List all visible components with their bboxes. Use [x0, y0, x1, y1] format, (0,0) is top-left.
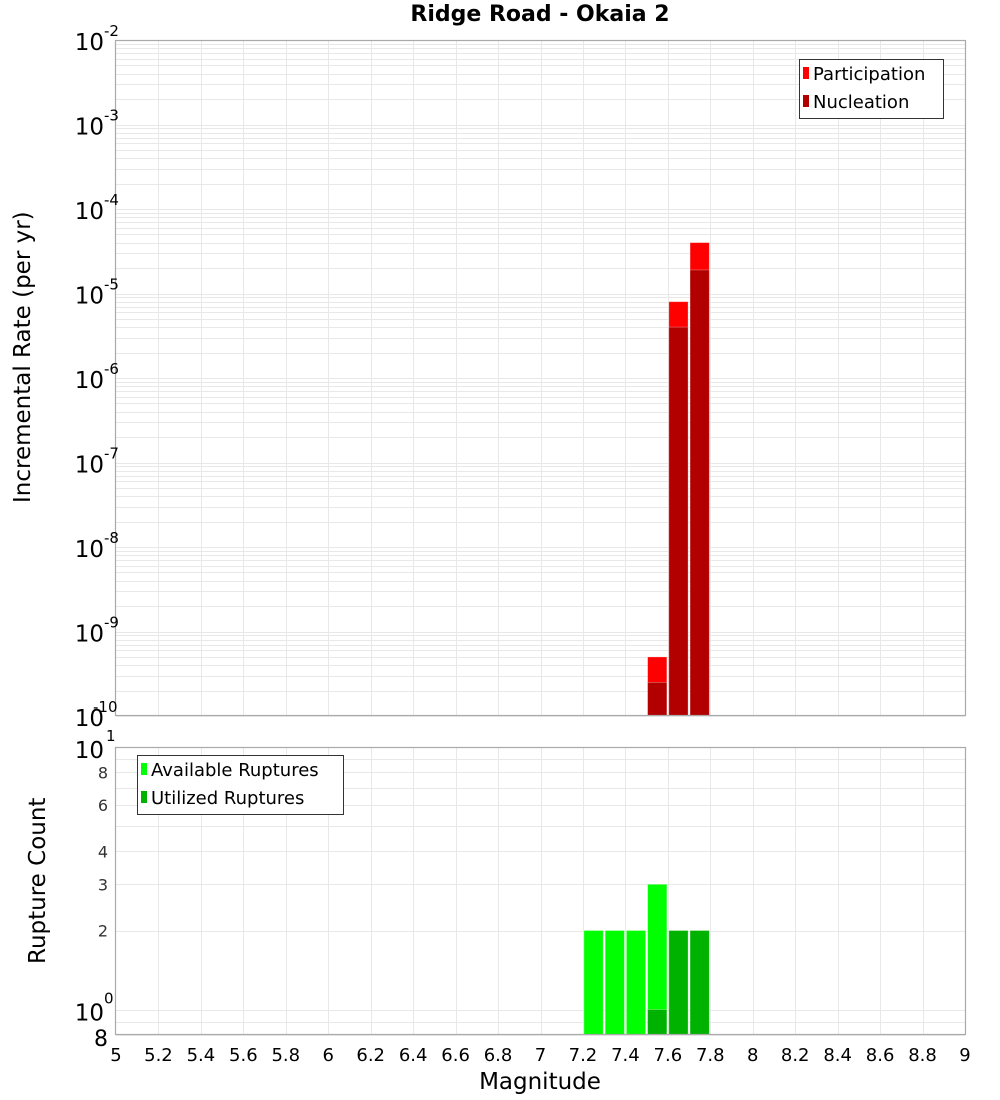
y-tick-label: 10: [75, 622, 104, 648]
x-axis-label: Magnitude: [479, 1069, 601, 1095]
legend-label: Participation: [813, 64, 925, 85]
x-tick-label: 6.8: [484, 1045, 513, 1066]
x-tick-label: 6.2: [356, 1045, 385, 1066]
bar-nucleation: [689, 269, 710, 717]
y-tick-exponent: -8: [104, 529, 119, 547]
x-tick-label: 5.6: [229, 1045, 258, 1066]
rupture-legend: Available Ruptures Utilized Ruptures: [137, 755, 344, 815]
x-tick-label: 5: [110, 1045, 121, 1066]
y-tick-label: 10: [75, 30, 104, 56]
y-tick-label: 10: [75, 199, 104, 225]
bar-available-ruptures: [583, 930, 604, 1036]
x-tick-label: 6.4: [399, 1045, 428, 1066]
x-tick-label: 8.6: [866, 1045, 895, 1066]
x-tick-label: 7: [535, 1045, 546, 1066]
bar-nucleation: [668, 326, 689, 717]
y-tick-exponent: 0: [104, 990, 114, 1008]
y-tick-label: 6: [98, 796, 108, 815]
legend-label: Utilized Ruptures: [151, 788, 304, 809]
x-tick-label: 8.4: [823, 1045, 852, 1066]
y-tick-exponent: -6: [104, 360, 119, 378]
bar-utilized-ruptures: [668, 930, 689, 1036]
y-tick-exponent: -2: [104, 22, 119, 40]
bar-available-ruptures: [604, 930, 625, 1036]
x-tick-label: 8.8: [908, 1045, 937, 1066]
y-tick-exponent: -9: [104, 614, 119, 632]
legend-swatch: [803, 67, 809, 79]
y-tick-label: 2: [98, 922, 108, 941]
rate-panel: 10-210-310-410-510-610-710-810 -910-10Par…: [75, 22, 967, 732]
y-tick-label: 10: [75, 115, 104, 141]
bar-available-ruptures: [626, 930, 647, 1036]
x-tick-label: 5.2: [144, 1045, 173, 1066]
y-tick-label: 10: [75, 738, 104, 764]
x-tick-label: 7.2: [569, 1045, 598, 1066]
y-tick-label: 4: [98, 842, 108, 861]
bar-utilized-ruptures: [689, 930, 710, 1036]
y-tick-exponent: -3: [104, 107, 119, 125]
rate-legend: Participation Nucleation: [799, 59, 944, 119]
y-tick-label: 10: [75, 368, 104, 394]
bar-nucleation: [647, 681, 668, 717]
x-tick-label: 9: [959, 1045, 970, 1066]
y-tick-label: 10: [75, 706, 104, 732]
legend-label: Available Ruptures: [151, 760, 319, 781]
x-tick-label: 6.6: [441, 1045, 470, 1066]
x-tick-label: 7.6: [654, 1045, 683, 1066]
y-tick-label: 10: [75, 453, 104, 479]
y-tick-label: 8: [98, 763, 108, 782]
x-tick-label: 5.4: [187, 1045, 216, 1066]
bar-utilized-ruptures: [647, 1009, 668, 1036]
x-tick-label: 7.8: [696, 1045, 725, 1066]
x-tick-label: 5.8: [271, 1045, 300, 1066]
y-tick-label: 10: [75, 537, 104, 563]
y-tick-exponent: -10: [93, 698, 118, 716]
y-tick-label: 10: [75, 1001, 104, 1027]
y-tick-label: 10: [75, 284, 104, 310]
y-tick-label: 8: [94, 1027, 108, 1052]
y-tick-label: 3: [98, 875, 108, 894]
legend-swatch: [141, 763, 147, 775]
x-axis-ticks: 5 5.2 5.4 5.6 5.8 6 6.2 6.4 6.6 6.8 7 7.2 7.4 7.6 7.8 8…: [110, 1045, 970, 1066]
y-tick-exponent: -7: [104, 445, 119, 463]
x-tick-label: 7.4: [611, 1045, 640, 1066]
chart-title: Ridge Road - Okaia 2: [410, 2, 670, 27]
y-tick-exponent: -5: [104, 276, 119, 294]
legend-swatch: [141, 791, 147, 803]
legend-swatch: [803, 95, 809, 107]
y-tick-exponent: 1: [106, 727, 116, 745]
legend-label: Nucleation: [813, 92, 909, 113]
y-tick-exponent: -4: [104, 191, 119, 209]
x-tick-label: 8: [747, 1045, 758, 1066]
x-tick-label: 6: [323, 1045, 334, 1066]
x-tick-label: 8.2: [781, 1045, 810, 1066]
